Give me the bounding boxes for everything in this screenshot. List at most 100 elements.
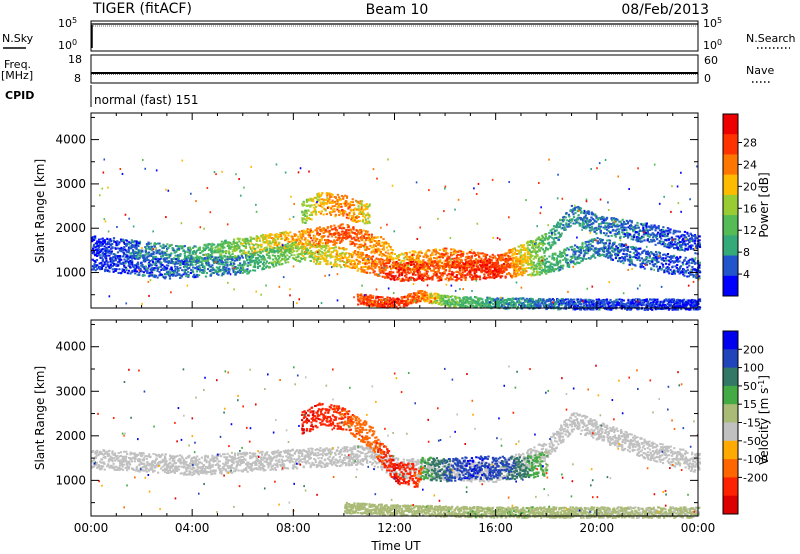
p1-cell bbox=[340, 236, 343, 239]
p1-cell bbox=[296, 243, 299, 246]
p1-cell bbox=[199, 270, 202, 273]
p1-cell bbox=[174, 268, 177, 271]
p1-cell bbox=[500, 275, 504, 278]
p1-cell bbox=[212, 259, 215, 262]
p1-cell bbox=[462, 252, 465, 255]
p1-cell bbox=[569, 224, 572, 227]
p1-cell bbox=[512, 263, 516, 266]
p1-cell bbox=[515, 269, 518, 272]
p1-cell bbox=[188, 257, 191, 260]
p1-cell bbox=[288, 251, 291, 254]
p1-cell bbox=[616, 228, 619, 231]
p1-cell bbox=[393, 278, 396, 281]
p1-cell bbox=[236, 271, 240, 274]
p1-cell bbox=[391, 267, 394, 270]
p1-cell bbox=[169, 244, 172, 247]
p1-cell bbox=[625, 228, 628, 231]
p1-cell bbox=[514, 249, 518, 252]
p1-cell bbox=[132, 250, 135, 253]
p1-cell bbox=[681, 241, 684, 244]
p1-cell bbox=[545, 247, 548, 250]
p1-cell bbox=[361, 268, 364, 271]
p1-cell bbox=[405, 268, 408, 271]
p1-cell bbox=[495, 267, 498, 270]
p1-cell bbox=[543, 250, 546, 253]
p1-cell bbox=[555, 236, 558, 239]
p1-cell bbox=[237, 267, 240, 270]
p1-cell bbox=[535, 256, 538, 259]
p1-cell bbox=[145, 257, 148, 260]
p1-cell bbox=[589, 220, 592, 223]
p1-cell bbox=[472, 275, 475, 278]
p1-cell bbox=[218, 265, 221, 268]
p1-cell bbox=[370, 260, 374, 263]
p1-cell bbox=[165, 272, 168, 275]
p1-cell bbox=[475, 275, 478, 278]
p1-cell bbox=[246, 237, 249, 240]
p1-cell bbox=[307, 249, 310, 252]
p1-cell bbox=[279, 254, 282, 257]
p1-cell bbox=[545, 272, 548, 275]
p1-cell bbox=[689, 237, 692, 240]
p1-cell bbox=[640, 223, 643, 226]
p1-cell bbox=[643, 229, 646, 232]
p1-cell bbox=[532, 261, 535, 264]
p1-cell bbox=[316, 231, 319, 234]
p1-cell bbox=[262, 237, 265, 240]
p1-cell bbox=[662, 241, 665, 244]
p1-cell bbox=[215, 266, 218, 269]
p1-cell bbox=[197, 261, 200, 264]
p1-cell bbox=[382, 269, 386, 272]
p1-cell bbox=[156, 250, 159, 253]
p1-cell bbox=[177, 269, 180, 272]
p1-cell bbox=[595, 232, 598, 235]
p1-cell bbox=[485, 276, 489, 279]
p1-cell bbox=[135, 266, 138, 269]
p1-cell bbox=[440, 264, 443, 267]
p1-cell bbox=[668, 244, 671, 247]
p1-cell bbox=[103, 240, 106, 243]
p1-cell bbox=[201, 262, 204, 265]
p1-cell bbox=[325, 247, 328, 250]
p1-cell bbox=[304, 241, 308, 244]
p1-cell bbox=[287, 240, 290, 243]
p1-cell bbox=[173, 263, 176, 266]
p1-cell bbox=[386, 255, 389, 258]
p1-cell bbox=[568, 220, 571, 223]
p1-cell bbox=[405, 262, 408, 265]
p1-cell bbox=[420, 276, 423, 279]
p1-cell bbox=[283, 253, 286, 256]
p1-cell bbox=[513, 271, 516, 274]
p1-cell bbox=[135, 256, 138, 259]
p1-cell bbox=[479, 266, 483, 269]
p1-cell bbox=[429, 256, 432, 259]
p1-cell bbox=[569, 221, 572, 224]
p1-cell bbox=[565, 212, 568, 215]
p1-cell bbox=[680, 235, 683, 238]
p1-cell bbox=[635, 236, 639, 239]
p1-cell bbox=[124, 262, 127, 265]
cpid-value: normal (fast) 151 bbox=[94, 93, 198, 107]
p1-cell bbox=[501, 267, 504, 270]
p1-cell bbox=[335, 242, 338, 245]
p1-cell bbox=[499, 275, 502, 278]
p1-cell bbox=[475, 278, 478, 281]
p1-cell bbox=[91, 237, 94, 240]
p1-cell bbox=[429, 259, 432, 262]
p1-cell bbox=[379, 252, 382, 255]
p1-cell bbox=[359, 236, 362, 239]
p1-cell bbox=[152, 275, 155, 278]
p1-cell bbox=[492, 272, 495, 275]
p1-cell bbox=[611, 224, 615, 227]
p1-cell bbox=[581, 218, 585, 221]
p1-cell bbox=[639, 240, 642, 243]
p1-cell bbox=[674, 238, 677, 241]
p1-cell bbox=[626, 234, 630, 237]
p1-cell bbox=[460, 264, 463, 267]
p1-cell bbox=[187, 274, 190, 277]
p1-cell bbox=[465, 268, 469, 271]
p1-cell bbox=[167, 246, 170, 249]
p1-cell bbox=[560, 255, 563, 258]
p1-cell bbox=[442, 265, 445, 268]
p1-cell bbox=[269, 236, 272, 239]
